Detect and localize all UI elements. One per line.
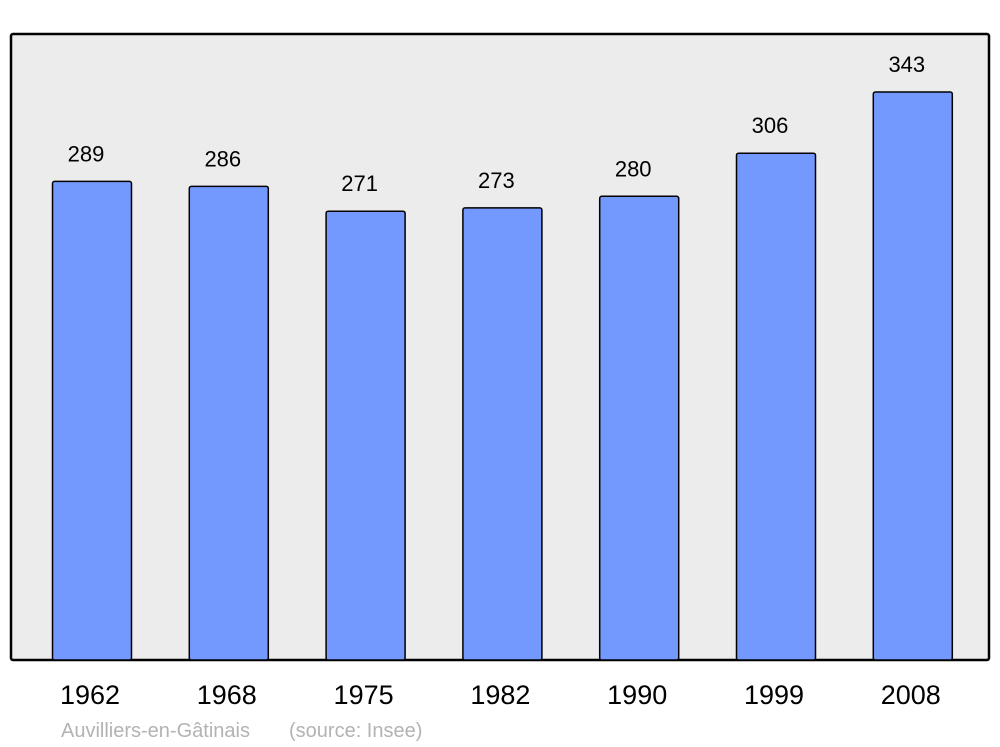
bar-1968	[188, 185, 270, 661]
x-tick-label-1968: 1968	[197, 680, 257, 710]
data-label-1968: 286	[204, 146, 241, 171]
x-tick-label-1999: 1999	[744, 680, 804, 710]
x-tick-label-1990: 1990	[607, 680, 667, 710]
data-label-1999: 306	[752, 113, 789, 138]
bar-1975	[325, 210, 406, 661]
data-label-1962: 289	[68, 141, 105, 166]
bar-1982	[462, 207, 543, 661]
x-tick-label-1982: 1982	[470, 680, 530, 710]
footer-source: (source: Insee)	[289, 720, 422, 742]
data-label-2008: 343	[888, 52, 925, 77]
x-tick-label-1975: 1975	[334, 680, 394, 710]
data-label-1975: 271	[341, 171, 378, 196]
bar-2008	[872, 91, 954, 661]
bar-1999	[735, 152, 817, 661]
bar-1962	[51, 180, 133, 661]
data-label-1982: 273	[478, 168, 515, 193]
data-label-1990: 280	[615, 156, 652, 181]
x-tick-label-1962: 1962	[60, 680, 120, 710]
footer-place: Auvilliers-en-Gâtinais	[61, 720, 250, 742]
x-tick-label-2008: 2008	[881, 680, 941, 710]
bar-1990	[598, 195, 680, 661]
